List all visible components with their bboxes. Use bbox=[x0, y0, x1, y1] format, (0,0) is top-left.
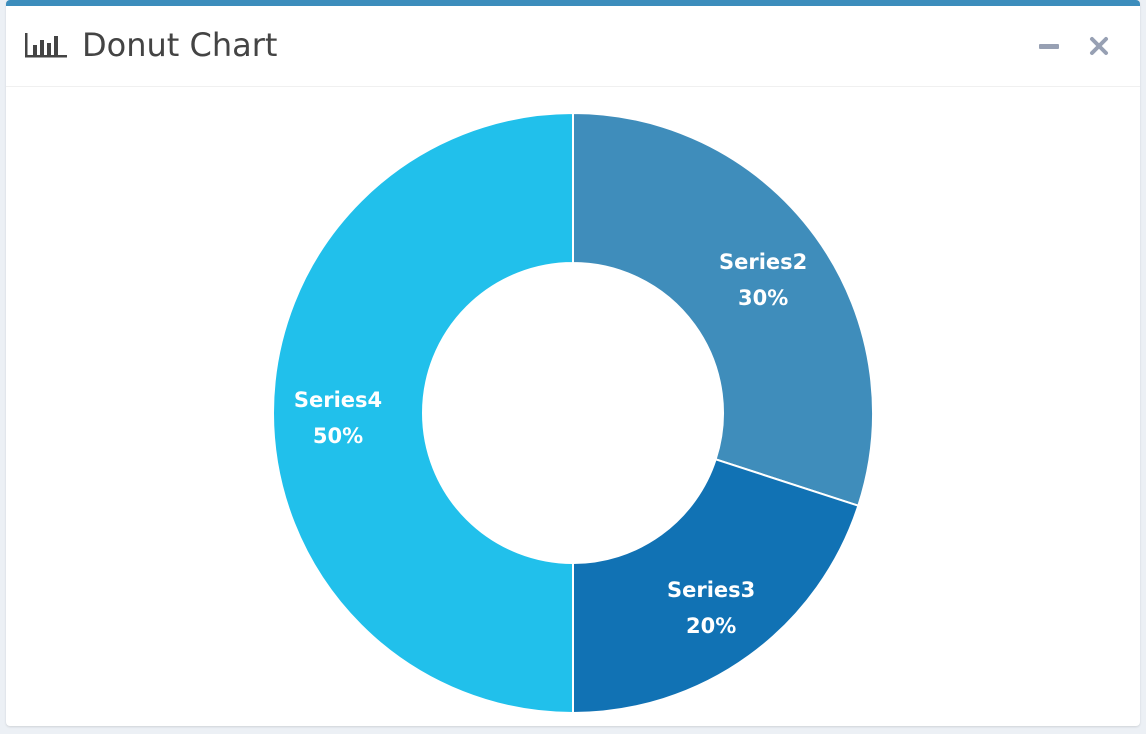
donut-chart-svg: Series2 30% Series3 20% Series4 50% bbox=[272, 111, 874, 715]
slice-label-series2: Series2 bbox=[719, 250, 807, 274]
donut-slice-series3[interactable] bbox=[572, 458, 860, 715]
minus-icon bbox=[1039, 44, 1059, 49]
remove-button[interactable] bbox=[1084, 32, 1114, 60]
close-icon bbox=[1090, 37, 1108, 55]
slice-percent-series3: 20% bbox=[686, 614, 736, 638]
donut-slice-series2[interactable] bbox=[572, 111, 874, 507]
donut-chart-box: Donut Chart Series2 30% Series3 20% Series4 5… bbox=[6, 0, 1140, 726]
donut-slice-series4[interactable] bbox=[272, 111, 574, 715]
slice-label-series4: Series4 bbox=[294, 388, 382, 412]
donut-chart: Series2 30% Series3 20% Series4 50% bbox=[6, 87, 1140, 726]
box-header: Donut Chart bbox=[6, 6, 1140, 87]
slice-label-series3: Series3 bbox=[667, 578, 755, 602]
slice-percent-series4: 50% bbox=[313, 424, 363, 448]
slice-percent-series2: 30% bbox=[738, 286, 788, 310]
bar-chart-icon bbox=[25, 33, 67, 58]
box-title: Donut Chart bbox=[82, 26, 278, 64]
collapse-button[interactable] bbox=[1034, 32, 1064, 60]
